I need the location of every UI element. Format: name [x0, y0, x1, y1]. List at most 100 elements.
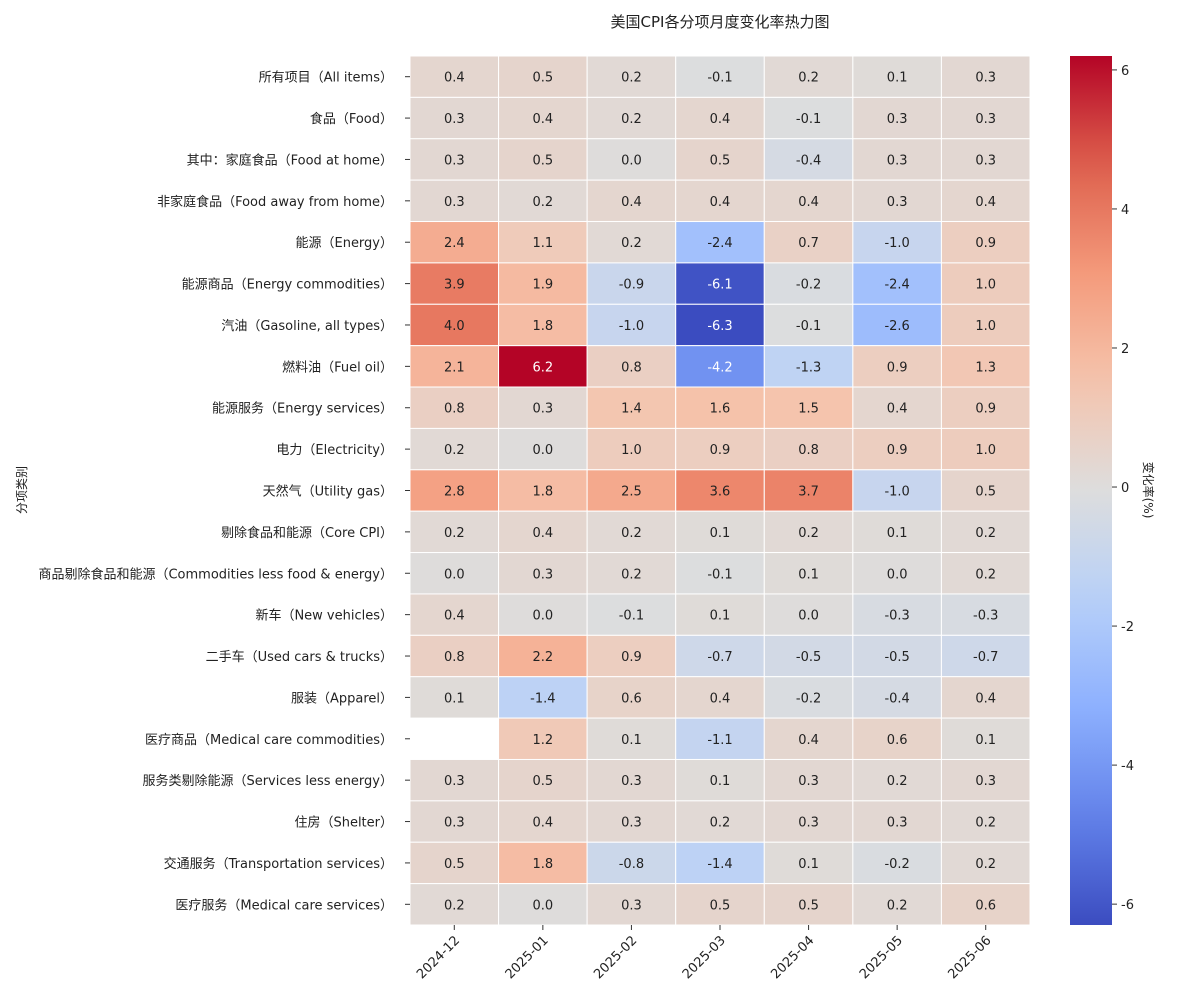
heatmap-cell: [409, 345, 500, 388]
cell-value-label: 0.5: [710, 898, 731, 913]
cell-value-label: 0.5: [533, 153, 554, 168]
cell-value-label: 0.4: [975, 691, 996, 706]
cell-value-label: 2.4: [444, 236, 465, 251]
heatmap-cell: [940, 593, 1031, 636]
heatmap-cell: [763, 676, 854, 719]
y-tick-label: 非家庭食品（Food away from home）: [157, 194, 393, 210]
cell-value-label: 0.6: [621, 691, 642, 706]
heatmap-cell: [498, 634, 588, 678]
cell-value-label: 0.9: [975, 236, 996, 251]
cell-value-label: 0.6: [887, 733, 908, 748]
cell-value-label: -0.7: [973, 650, 998, 665]
heatmap-cell: [498, 262, 588, 305]
cell-value-label: 0.3: [621, 898, 642, 913]
cell-value-label: 1.5: [798, 402, 819, 417]
colorbar-tick-label: -4: [1121, 759, 1134, 774]
cell-value-label: 0.2: [621, 567, 642, 582]
heatmap-cell: [852, 345, 942, 388]
cell-value-label: -4.2: [707, 360, 732, 375]
y-tick-label: 服务类剔除能源（Services less energy）: [142, 773, 393, 789]
cell-value-label: 1.1: [533, 236, 554, 251]
heatmap-cell: [675, 758, 765, 802]
heatmap-cell: [940, 758, 1031, 802]
heatmap-cell: [852, 179, 942, 223]
cell-value-label: 0.1: [798, 567, 819, 582]
heatmap-cell: [763, 469, 854, 512]
heatmap-cell: [940, 883, 1031, 926]
cell-value-label: 0.9: [975, 402, 996, 417]
heatmap-cell: [763, 386, 854, 429]
heatmap-cell: [675, 593, 765, 636]
cell-value-label: 0.3: [798, 816, 819, 831]
cell-value-label: 0.3: [975, 774, 996, 789]
heatmap-cell: [586, 552, 677, 595]
cell-value-label: 0.3: [887, 112, 908, 127]
cell-value-label: -0.2: [884, 857, 909, 872]
colorbar-tick-label: 6: [1121, 64, 1129, 79]
heatmap-cell: [763, 510, 854, 554]
cell-value-label: 0.4: [533, 816, 554, 831]
heatmap-cell: [409, 55, 500, 98]
cell-value-label: 0.0: [533, 443, 554, 458]
cell-value-label: 1.8: [533, 319, 554, 334]
cell-value-label: -1.0: [884, 236, 909, 251]
cell-value-label: 0.2: [621, 526, 642, 541]
heatmap-cell: [940, 303, 1031, 347]
heatmap-cell: [409, 552, 500, 595]
x-tick-label: 2025-06: [946, 933, 995, 982]
heatmap-cell: [498, 345, 588, 388]
cell-value-label: 0.8: [798, 443, 819, 458]
cell-value-label: 0.3: [621, 774, 642, 789]
heatmap-cell: [409, 510, 500, 554]
cell-value-label: 0.1: [798, 857, 819, 872]
heatmap-cell: [498, 55, 588, 98]
cell-value-label: 1.3: [975, 360, 996, 375]
cell-value-label: 0.2: [533, 195, 554, 210]
cell-value-label: 0.8: [444, 402, 465, 417]
cell-value-label: -0.4: [796, 153, 821, 168]
cell-value-label: 0.4: [710, 195, 731, 210]
cell-value-label: 1.0: [621, 443, 642, 458]
cell-value-label: -1.4: [707, 857, 732, 872]
x-tick-label: 2025-05: [857, 933, 906, 982]
cell-value-label: 6.2: [533, 360, 554, 375]
cell-value-label: 0.8: [444, 650, 465, 665]
cell-value-label: -0.1: [796, 112, 821, 127]
heatmap-cell: [675, 510, 765, 554]
y-tick-label: 交通服务（Transportation services）: [164, 856, 393, 872]
heatmap-cell: [940, 800, 1031, 843]
colorbar-tick-label: 4: [1121, 203, 1129, 218]
colorbar: [1070, 56, 1112, 925]
heatmap-cell: [498, 676, 588, 719]
cell-value-label: -6.1: [707, 278, 732, 293]
heatmap-cell: [498, 800, 588, 843]
cell-value-label: -0.3: [884, 609, 909, 624]
cell-value-label: 2.8: [444, 485, 465, 500]
cell-value-label: 0.9: [887, 360, 908, 375]
cell-value-label: 0.2: [621, 71, 642, 86]
cell-value-label: 1.2: [533, 733, 554, 748]
cell-value-label: 0.2: [887, 898, 908, 913]
cell-value-label: -0.5: [884, 650, 909, 665]
heatmap-cell: [675, 800, 765, 843]
heatmap-cell: [675, 345, 765, 388]
heatmap-cells: 0.4 0.5 0.2 -0.1 0.2 0.1 0.3 0.3 0.4 0.2 0.4 -0.1 0.…: [409, 55, 1031, 926]
heatmap-cell: [675, 303, 765, 347]
heatmap-cell: [586, 96, 677, 140]
cell-value-label: 1.0: [975, 319, 996, 334]
cell-value-label: 2.5: [621, 485, 642, 500]
heatmap-cell: [940, 96, 1031, 140]
y-tick-label: 新车（New vehicles）: [255, 608, 393, 624]
cell-value-label: 1.8: [533, 485, 554, 500]
cell-value-label: 0.1: [887, 526, 908, 541]
x-tick-label: 2025-03: [680, 933, 729, 982]
cell-value-label: 0.3: [444, 112, 465, 127]
cell-value-label: 1.0: [975, 278, 996, 293]
heatmap-cell: [409, 758, 500, 802]
y-tick-label: 电力（Electricity）: [276, 443, 393, 458]
heatmap-cell: [763, 634, 854, 678]
cell-value-label: 0.3: [975, 71, 996, 86]
heatmap-cell: [675, 552, 765, 595]
y-tick-label: 食品（Food）: [310, 111, 393, 127]
